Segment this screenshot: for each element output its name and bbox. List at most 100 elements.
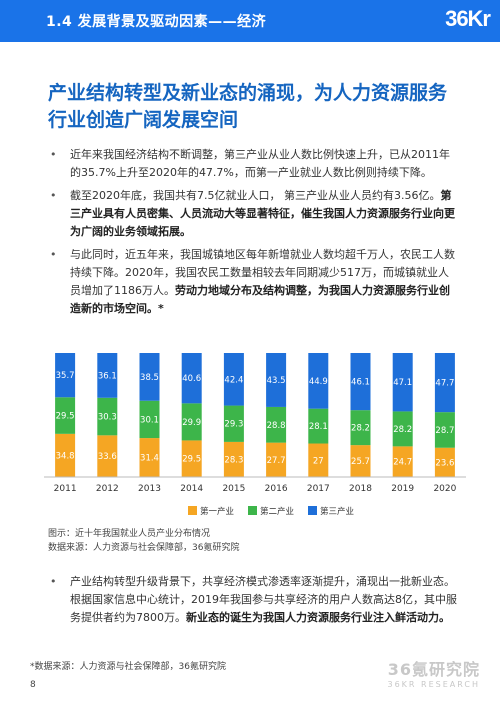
bullet-text: 近年来我国经济结构不断调整，第三产业从业人数比例快速上升，已从2011年的35.… xyxy=(70,148,450,179)
bullet-dot-icon: • xyxy=(50,248,57,261)
bullet-dot-icon: • xyxy=(50,189,57,202)
bullet-item: • 截至2020年底，我国共有7.5亿就业人口， 第三产业从业人员约有3.56亿… xyxy=(48,187,458,241)
bullet-list-2: • 产业结构转型升级背景下，共享经济模式渗透率逐渐提升，涌现出一批新业态。根据国… xyxy=(48,573,458,632)
brand-logo: 36Kr xyxy=(445,6,491,31)
bar-segment xyxy=(181,353,202,404)
bar-value-label: 38.5 xyxy=(140,373,159,383)
bullet-bold-text: 第三产业具有人员密集、人员流动大等显著特征，催生我国人力资源服务行业向更为广阔的… xyxy=(70,189,455,238)
bar-segment xyxy=(350,353,371,411)
legend-swatch xyxy=(248,506,257,515)
x-tick-label: 2014 xyxy=(180,484,203,494)
bar-segment xyxy=(97,397,118,436)
bar-segment xyxy=(55,353,76,398)
watermark-subtitle: 36KR RESEARCH xyxy=(387,680,480,689)
x-tick-label: 2018 xyxy=(349,484,372,494)
bar-segment xyxy=(55,397,76,434)
bar-segment xyxy=(97,353,118,398)
bar-value-label: 23.6 xyxy=(435,458,454,468)
bar-value-label: 47.7 xyxy=(435,379,454,389)
bar-segment xyxy=(223,353,244,406)
footnote: *数据来源：人力资源与社会保障部，36氪研究院 xyxy=(30,662,226,672)
section-title: 1.4 发展背景及驱动因素——经济 xyxy=(46,14,267,30)
bar-segment xyxy=(223,441,244,477)
bar-value-label: 30.3 xyxy=(98,413,117,423)
page-headline: 产业结构转型及新业态的涌现，为人力资源服务行业创造广阔发展空间 xyxy=(48,82,448,131)
bar-value-label: 29.9 xyxy=(182,418,201,428)
bar-value-label: 28.1 xyxy=(309,422,328,432)
bar-segment xyxy=(223,405,244,442)
bar-segment xyxy=(266,406,287,443)
bar-segment xyxy=(308,353,329,409)
bar-value-label: 40.6 xyxy=(182,374,201,384)
legend-swatch xyxy=(308,506,317,515)
bullet-text: 产业结构转型升级背景下，共享经济模式渗透率逐渐提升，涌现出一批新业态。根据国家信… xyxy=(70,575,457,624)
legend-swatch xyxy=(188,506,197,515)
bar-segment xyxy=(181,440,202,477)
header-bar: 1.4 发展背景及驱动因素——经济 36Kr xyxy=(0,0,500,42)
bar-value-label: 29.5 xyxy=(182,455,201,465)
bar-segment xyxy=(97,435,118,477)
bar-value-label: 33.6 xyxy=(98,452,117,462)
legend-label: 第三产业 xyxy=(320,506,354,517)
bar-segment xyxy=(139,400,160,439)
caption-source: 数据来源：人力资源与社会保障部，36氪研究院 xyxy=(48,543,240,553)
bullet-bold-text: 新业态的诞生为我国人力资源服务行业注入鲜活动力。 xyxy=(186,611,450,624)
watermark-title: 36氪研究院 xyxy=(387,660,480,679)
bar-segment xyxy=(392,353,413,412)
bar-value-label: 36.1 xyxy=(98,371,117,381)
bar-value-label: 44.9 xyxy=(309,377,328,387)
bar-segment xyxy=(55,433,76,477)
bar-segment xyxy=(392,446,413,477)
bar-value-label: 25.7 xyxy=(351,457,370,467)
bar-segment xyxy=(308,408,329,444)
bar-value-label: 28.3 xyxy=(224,455,243,465)
bar-value-label: 24.7 xyxy=(393,458,412,468)
bar-segment xyxy=(350,445,371,477)
bar-value-label: 30.1 xyxy=(140,415,159,425)
bar-value-label: 28.2 xyxy=(351,424,370,434)
bullet-item: • 产业结构转型升级背景下，共享经济模式渗透率逐渐提升，涌现出一批新业态。根据国… xyxy=(48,573,458,627)
bar-segment xyxy=(434,447,455,477)
bar-segment xyxy=(266,442,287,477)
bar-segment xyxy=(139,353,160,401)
bar-value-label: 42.4 xyxy=(224,375,243,385)
x-tick-label: 2016 xyxy=(265,484,288,494)
bar-value-label: 35.7 xyxy=(56,371,75,381)
legend-label: 第一产业 xyxy=(200,506,234,517)
bullet-text: 与此同时，近五年来，我国城镇地区每年新增就业人数均超千万人，农民工人数持续下降。… xyxy=(70,248,455,297)
x-tick-label: 2013 xyxy=(138,484,161,494)
bar-segment xyxy=(392,411,413,447)
bar-value-label: 43.5 xyxy=(267,376,286,386)
watermark: 36氪研究院 36KR RESEARCH xyxy=(387,656,480,689)
page-number: 8 xyxy=(30,680,36,690)
bullet-dot-icon: • xyxy=(50,575,57,588)
x-tick-label: 2020 xyxy=(433,484,456,494)
bullet-dot-icon: • xyxy=(50,148,57,161)
bar-segment xyxy=(266,353,287,407)
bar-value-label: 27.7 xyxy=(267,456,286,466)
bar-segment xyxy=(434,412,455,448)
bar-value-label: 28.8 xyxy=(267,421,286,431)
bar-value-label: 29.5 xyxy=(56,412,75,422)
bar-value-label: 27 xyxy=(313,456,324,466)
bar-segment xyxy=(139,438,160,477)
legend-label: 第二产业 xyxy=(260,506,294,517)
bar-value-label: 46.1 xyxy=(351,378,370,388)
chart-caption: 图示：近十年我国就业人员产业分布情况 数据来源：人力资源与社会保障部，36氪研究… xyxy=(48,527,239,555)
x-tick-label: 2011 xyxy=(54,484,77,494)
bar-value-label: 34.8 xyxy=(56,451,75,461)
bar-value-label: 29.3 xyxy=(224,420,243,430)
x-tick-label: 2012 xyxy=(96,484,119,494)
caption-title: 图示：近十年我国就业人员产业分布情况 xyxy=(48,529,211,539)
bullet-item: • 近年来我国经济结构不断调整，第三产业从业人数比例快速上升，已从2011年的3… xyxy=(48,146,458,182)
bullet-list: • 近年来我国经济结构不断调整，第三产业从业人数比例快速上升，已从2011年的3… xyxy=(48,146,458,323)
bar-value-label: 47.1 xyxy=(393,378,412,388)
x-tick-label: 2017 xyxy=(307,484,330,494)
bar-segment xyxy=(308,443,329,477)
bullet-text: 截至2020年底，我国共有7.5亿就业人口， 第三产业从业人员约有3.56亿。 xyxy=(70,189,441,202)
bullet-bold-text: 劳动力地域分布及结构调整，为我国人力资源服务行业创造新的市场空间。* xyxy=(70,284,450,315)
bar-value-label: 28.2 xyxy=(393,425,412,435)
x-tick-label: 2019 xyxy=(391,484,414,494)
bullet-item: • 与此同时，近五年来，我国城镇地区每年新增就业人数均超千万人，农民工人数持续下… xyxy=(48,246,458,318)
bar-value-label: 28.7 xyxy=(435,426,454,436)
